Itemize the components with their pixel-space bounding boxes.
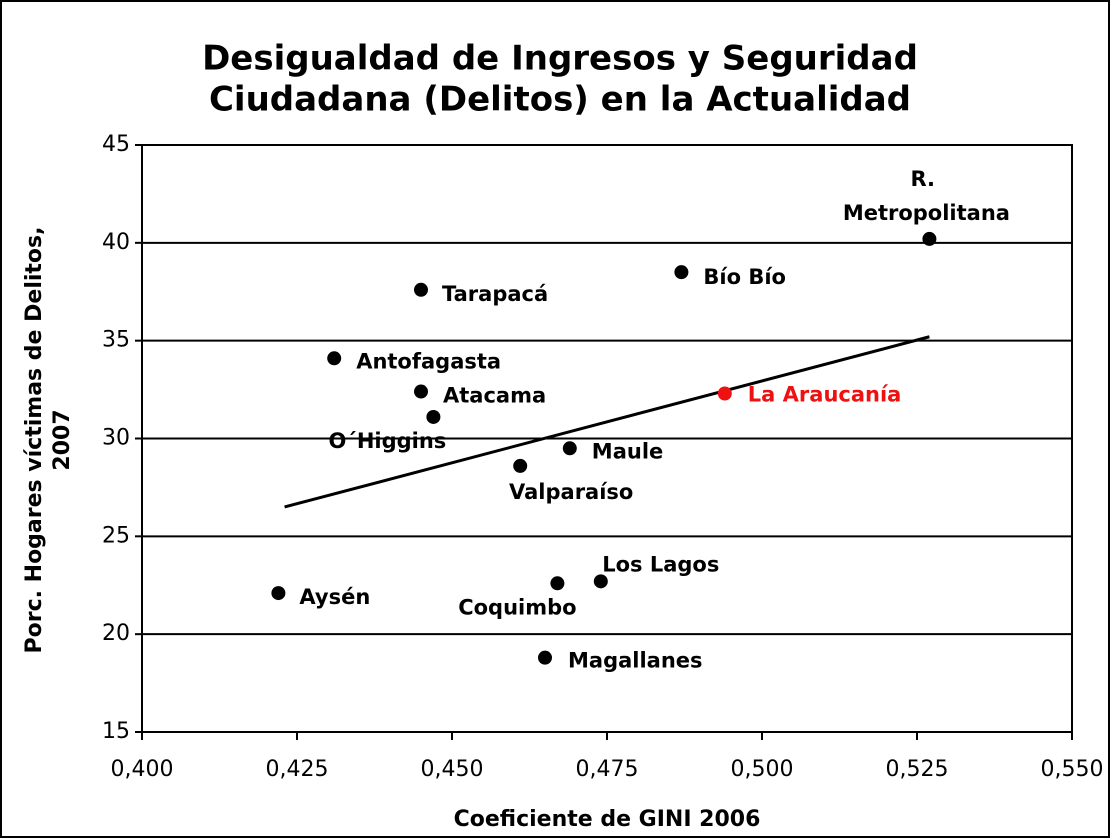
point-label: Antofagasta xyxy=(356,349,501,373)
trendline xyxy=(284,335,930,509)
y-tick-label: 40 xyxy=(102,230,130,255)
x-tick-label: 0,425 xyxy=(266,757,329,782)
point-label: Atacama xyxy=(443,384,546,408)
y-tick-label: 35 xyxy=(102,328,130,353)
point-label: Los Lagos xyxy=(602,552,719,576)
y-tick-label: 45 xyxy=(102,132,130,157)
y-axis-label: 2007 xyxy=(50,409,75,470)
point xyxy=(426,409,441,424)
point xyxy=(414,384,428,399)
point-label: R. Metropolitana xyxy=(843,167,1010,225)
point xyxy=(513,458,528,473)
y-tick-label: 20 xyxy=(102,621,130,646)
y-tick-label: 15 xyxy=(102,719,130,744)
point xyxy=(538,650,552,665)
y-axis-label: Porc. Hogares víctimas de Delitos, xyxy=(22,227,47,654)
y-tick-label: 25 xyxy=(102,523,130,548)
x-tick-label: 0,475 xyxy=(576,757,639,782)
point xyxy=(271,586,286,601)
x-tick-label: 0,500 xyxy=(731,757,794,782)
y-tick-label: 30 xyxy=(102,426,130,451)
point-label: Maule xyxy=(592,439,663,463)
point-label: La Araucanía xyxy=(748,382,902,406)
plot-area xyxy=(141,144,1073,733)
point xyxy=(327,351,342,366)
point-label: Aysén xyxy=(299,585,370,609)
point xyxy=(550,576,565,591)
x-tick-label: 0,400 xyxy=(111,757,174,782)
point-label: O´Higgins xyxy=(328,429,446,453)
chart-title: Ciudadana (Delitos) en la Actualidad xyxy=(209,80,911,120)
point-label: Coquimbo xyxy=(458,595,576,619)
point-label: Tarapacá xyxy=(442,282,548,306)
chart-title: Desigualdad de Ingresos y Seguridad xyxy=(202,39,918,79)
point-label: Bío Bío xyxy=(703,265,786,289)
x-axis-label: Coeficiente de GINI 2006 xyxy=(454,807,761,832)
point xyxy=(922,231,937,246)
point-label: Magallanes xyxy=(568,649,703,673)
x-tick-label: 0,550 xyxy=(1041,757,1104,782)
point xyxy=(717,386,732,401)
point xyxy=(593,574,608,589)
x-tick-label: 0,525 xyxy=(886,757,949,782)
point xyxy=(674,265,689,280)
point-label: Valparaíso xyxy=(509,480,633,504)
point xyxy=(414,282,428,297)
point xyxy=(562,441,577,456)
x-tick-label: 0,450 xyxy=(421,757,484,782)
